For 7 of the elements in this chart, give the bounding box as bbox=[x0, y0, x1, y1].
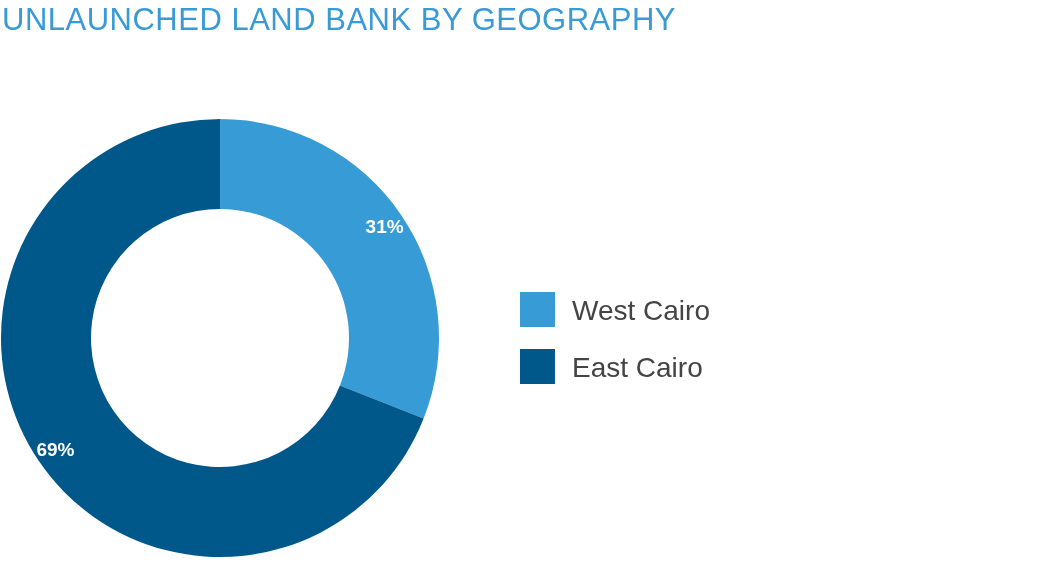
donut-slice bbox=[220, 119, 439, 419]
data-label: 31% bbox=[365, 215, 404, 237]
legend-label: West Cairo bbox=[572, 294, 710, 326]
chart-title: UNLAUNCHED LAND BANK BY GEOGRAPHY bbox=[2, 2, 676, 37]
legend-label: East Cairo bbox=[572, 351, 703, 383]
donut-slice bbox=[1, 119, 424, 557]
data-label: 69% bbox=[36, 439, 75, 461]
